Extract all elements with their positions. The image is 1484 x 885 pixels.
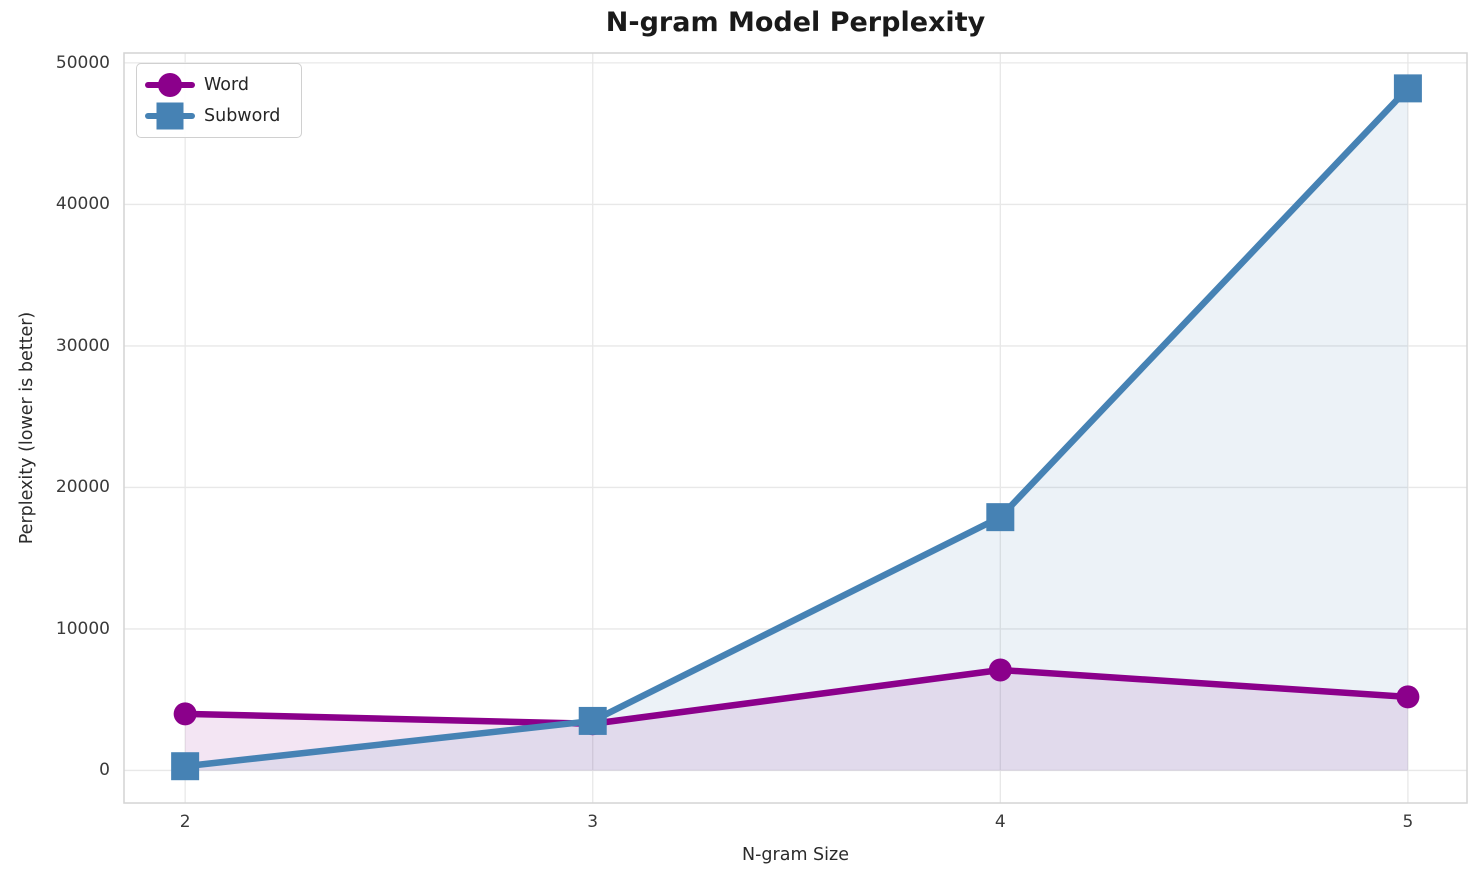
subword-marker-square xyxy=(578,706,607,735)
y-tick-label: 50000 xyxy=(55,52,110,73)
legend: Word Subword xyxy=(136,63,302,138)
x-tick-label: 4 xyxy=(994,812,1006,832)
subword-legend-square-marker-icon xyxy=(145,102,195,130)
y-tick-label: 0 xyxy=(99,760,110,781)
x-tick-label: 2 xyxy=(179,812,191,832)
subword-area-fill xyxy=(185,88,1408,771)
chart-title: N-gram Model Perplexity xyxy=(605,7,986,38)
subword-marker-square xyxy=(1393,74,1422,103)
subword-marker-square xyxy=(171,752,200,781)
word-marker-circle xyxy=(173,702,197,726)
x-axis-label: N-gram Size xyxy=(742,845,849,865)
word-marker-circle xyxy=(988,658,1012,682)
legend-label-word: Word xyxy=(204,75,249,95)
y-tick-label: 20000 xyxy=(55,477,110,498)
word-legend-circle-marker-icon xyxy=(145,73,195,97)
x-tick-label: 5 xyxy=(1402,812,1414,832)
legend-item-subword: Subword xyxy=(145,102,289,130)
plot-border xyxy=(123,52,1468,804)
y-tick-label: 10000 xyxy=(55,618,110,639)
subword-marker-square xyxy=(986,503,1015,532)
subword-line xyxy=(181,85,1412,770)
y-tick-label: 30000 xyxy=(55,335,110,356)
legend-label-subword: Subword xyxy=(204,106,281,126)
legend-item-word: Word xyxy=(145,71,289,99)
word-marker-circle xyxy=(1396,685,1420,709)
word-line xyxy=(181,666,1412,728)
word-area-fill xyxy=(185,669,1408,771)
y-tick-label: 40000 xyxy=(55,194,110,215)
x-tick-label: 3 xyxy=(587,812,599,832)
